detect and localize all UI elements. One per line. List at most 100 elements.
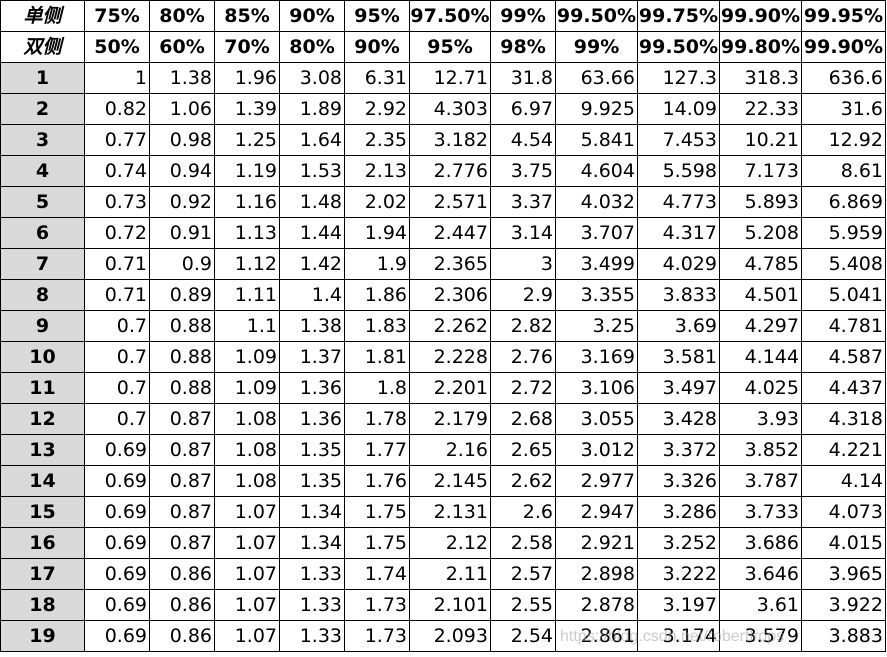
- row-header-df[interactable]: 5: [0, 186, 85, 218]
- value-cell[interactable]: 0.69: [84, 465, 150, 497]
- value-cell[interactable]: 12.71: [409, 62, 491, 94]
- value-cell[interactable]: 2.92: [344, 93, 410, 125]
- value-cell[interactable]: 14.09: [637, 93, 720, 125]
- value-cell[interactable]: 0.7: [84, 372, 150, 404]
- header-cell[interactable]: 60%: [149, 31, 215, 63]
- value-cell[interactable]: 1.86: [344, 279, 410, 311]
- value-cell[interactable]: 0.9: [149, 248, 215, 280]
- value-cell[interactable]: 0.71: [84, 248, 150, 280]
- value-cell[interactable]: 1.74: [344, 558, 410, 590]
- value-cell[interactable]: 2.262: [409, 310, 491, 342]
- value-cell[interactable]: 3: [490, 248, 556, 280]
- header-cell[interactable]: 99.50%: [637, 31, 720, 63]
- value-cell[interactable]: 3.174: [637, 620, 720, 652]
- value-cell[interactable]: 1.89: [279, 93, 345, 125]
- row-header-df[interactable]: 16: [0, 527, 85, 559]
- value-cell[interactable]: 1.33: [279, 558, 345, 590]
- value-cell[interactable]: 8.61: [801, 155, 886, 187]
- value-cell[interactable]: 1.25: [214, 124, 280, 156]
- value-cell[interactable]: 2.6: [490, 496, 556, 528]
- value-cell[interactable]: 0.98: [149, 124, 215, 156]
- value-cell[interactable]: 3.169: [555, 341, 638, 373]
- value-cell[interactable]: 1.16: [214, 186, 280, 218]
- value-cell[interactable]: 6.97: [490, 93, 556, 125]
- value-cell[interactable]: 6.869: [801, 186, 886, 218]
- value-cell[interactable]: 1.73: [344, 589, 410, 621]
- value-cell[interactable]: 3.055: [555, 403, 638, 435]
- value-cell[interactable]: 0.69: [84, 620, 150, 652]
- header-cell[interactable]: 85%: [214, 0, 280, 32]
- row-header-df[interactable]: 6: [0, 217, 85, 249]
- value-cell[interactable]: 3.965: [801, 558, 886, 590]
- value-cell[interactable]: 1.38: [149, 62, 215, 94]
- header-cell[interactable]: 90%: [279, 0, 345, 32]
- value-cell[interactable]: 1.38: [279, 310, 345, 342]
- value-cell[interactable]: 1.33: [279, 589, 345, 621]
- value-cell[interactable]: 3.106: [555, 372, 638, 404]
- value-cell[interactable]: 0.86: [149, 620, 215, 652]
- value-cell[interactable]: 3.833: [637, 279, 720, 311]
- value-cell[interactable]: 6.31: [344, 62, 410, 94]
- value-cell[interactable]: 127.3: [637, 62, 720, 94]
- value-cell[interactable]: 1.76: [344, 465, 410, 497]
- value-cell[interactable]: 1.9: [344, 248, 410, 280]
- value-cell[interactable]: 3.75: [490, 155, 556, 187]
- value-cell[interactable]: 0.69: [84, 434, 150, 466]
- row-header-df[interactable]: 9: [0, 310, 85, 342]
- value-cell[interactable]: 2.947: [555, 496, 638, 528]
- value-cell[interactable]: 3.61: [719, 589, 802, 621]
- value-cell[interactable]: 2.776: [409, 155, 491, 187]
- value-cell[interactable]: 3.428: [637, 403, 720, 435]
- value-cell[interactable]: 4.14: [801, 465, 886, 497]
- value-cell[interactable]: 2.228: [409, 341, 491, 373]
- value-cell[interactable]: 2.54: [490, 620, 556, 652]
- value-cell[interactable]: 2.65: [490, 434, 556, 466]
- value-cell[interactable]: 31.6: [801, 93, 886, 125]
- value-cell[interactable]: 1.34: [279, 527, 345, 559]
- value-cell[interactable]: 1.73: [344, 620, 410, 652]
- two-sided-label[interactable]: 双侧: [0, 31, 85, 63]
- value-cell[interactable]: 1.42: [279, 248, 345, 280]
- header-cell[interactable]: 95%: [409, 31, 491, 63]
- value-cell[interactable]: 0.82: [84, 93, 150, 125]
- value-cell[interactable]: 4.317: [637, 217, 720, 249]
- value-cell[interactable]: 0.69: [84, 589, 150, 621]
- value-cell[interactable]: 1.39: [214, 93, 280, 125]
- value-cell[interactable]: 2.093: [409, 620, 491, 652]
- header-cell[interactable]: 75%: [84, 0, 150, 32]
- value-cell[interactable]: 4.501: [719, 279, 802, 311]
- value-cell[interactable]: 2.55: [490, 589, 556, 621]
- value-cell[interactable]: 2.306: [409, 279, 491, 311]
- value-cell[interactable]: 1.48: [279, 186, 345, 218]
- value-cell[interactable]: 0.92: [149, 186, 215, 218]
- row-header-df[interactable]: 11: [0, 372, 85, 404]
- value-cell[interactable]: 5.959: [801, 217, 886, 249]
- value-cell[interactable]: 3.355: [555, 279, 638, 311]
- value-cell[interactable]: 31.8: [490, 62, 556, 94]
- value-cell[interactable]: 0.87: [149, 496, 215, 528]
- row-header-df[interactable]: 12: [0, 403, 85, 435]
- value-cell[interactable]: 0.71: [84, 279, 150, 311]
- value-cell[interactable]: 0.86: [149, 558, 215, 590]
- value-cell[interactable]: 2.131: [409, 496, 491, 528]
- header-cell[interactable]: 70%: [214, 31, 280, 63]
- value-cell[interactable]: 2.35: [344, 124, 410, 156]
- value-cell[interactable]: 2.12: [409, 527, 491, 559]
- value-cell[interactable]: 1.4: [279, 279, 345, 311]
- value-cell[interactable]: 1.07: [214, 496, 280, 528]
- value-cell[interactable]: 4.604: [555, 155, 638, 187]
- value-cell[interactable]: 1.8: [344, 372, 410, 404]
- value-cell[interactable]: 1: [84, 62, 150, 94]
- row-header-df[interactable]: 8: [0, 279, 85, 311]
- value-cell[interactable]: 3.14: [490, 217, 556, 249]
- value-cell[interactable]: 1.1: [214, 310, 280, 342]
- value-cell[interactable]: 4.297: [719, 310, 802, 342]
- value-cell[interactable]: 4.032: [555, 186, 638, 218]
- value-cell[interactable]: 2.76: [490, 341, 556, 373]
- header-cell[interactable]: 97.50%: [409, 0, 491, 32]
- value-cell[interactable]: 0.88: [149, 372, 215, 404]
- value-cell[interactable]: 2.365: [409, 248, 491, 280]
- value-cell[interactable]: 1.07: [214, 527, 280, 559]
- row-header-df[interactable]: 7: [0, 248, 85, 280]
- value-cell[interactable]: 12.92: [801, 124, 886, 156]
